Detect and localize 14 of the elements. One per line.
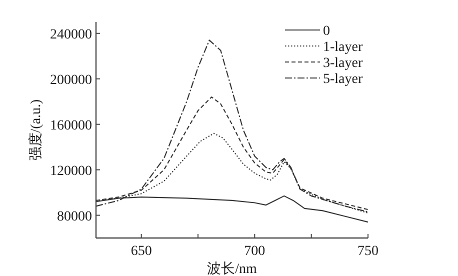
legend-label: 5-layer bbox=[323, 72, 363, 87]
legend-label: 1-layer bbox=[323, 40, 363, 55]
y-tick-label: 240000 bbox=[50, 27, 92, 42]
x-tick-label: 750 bbox=[358, 244, 378, 259]
y-tick-label: 120000 bbox=[50, 164, 92, 179]
x-tick-label: 700 bbox=[244, 244, 266, 259]
y-tick-label: 80000 bbox=[57, 209, 92, 224]
y-tick-label: 200000 bbox=[50, 72, 92, 88]
legend-label: 3-layer bbox=[323, 56, 363, 71]
x-tick-label: 650 bbox=[130, 244, 152, 259]
y-tick-label: 160000 bbox=[50, 118, 92, 134]
x-axis-title: 波长/nm bbox=[207, 261, 257, 276]
y-axis-title: 强度/(a.u.) bbox=[28, 98, 44, 161]
legend-label: 0 bbox=[323, 24, 330, 39]
